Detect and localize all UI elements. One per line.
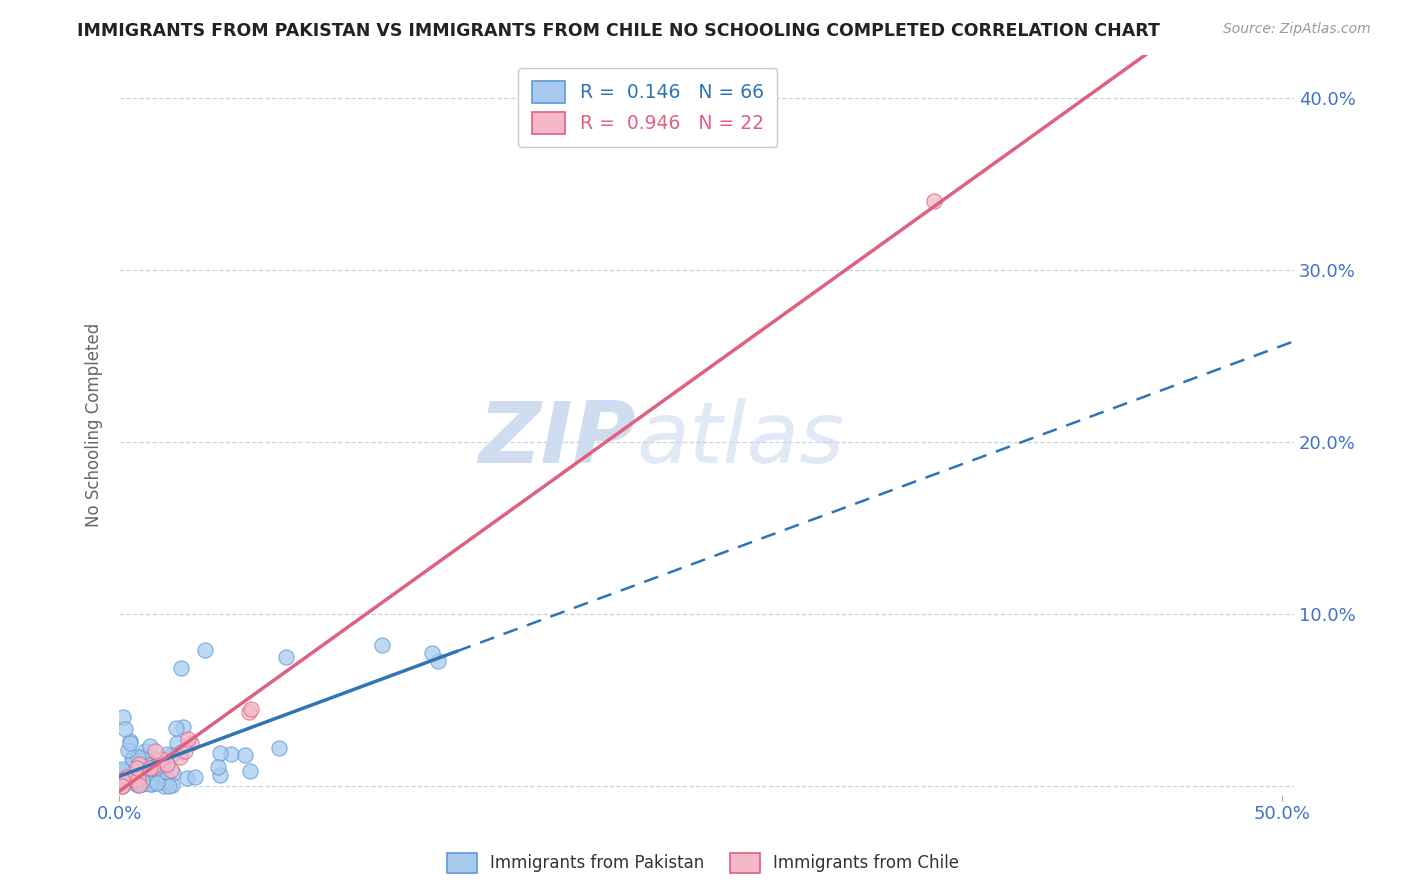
Point bbox=[184, 770, 207, 784]
Point bbox=[208, 746, 231, 760]
Point bbox=[156, 776, 179, 790]
Point bbox=[127, 778, 149, 792]
Point bbox=[138, 772, 160, 786]
Point bbox=[238, 705, 260, 719]
Point bbox=[110, 780, 132, 794]
Text: atlas: atlas bbox=[636, 399, 844, 482]
Point bbox=[143, 743, 166, 757]
Point bbox=[146, 775, 169, 789]
Point bbox=[177, 731, 200, 746]
Point bbox=[150, 757, 173, 772]
Point bbox=[111, 772, 134, 786]
Point bbox=[125, 761, 148, 775]
Point bbox=[127, 750, 149, 764]
Point bbox=[207, 760, 229, 774]
Point bbox=[117, 743, 139, 757]
Point bbox=[169, 745, 191, 759]
Point bbox=[131, 774, 153, 789]
Point bbox=[162, 766, 184, 780]
Point bbox=[111, 710, 134, 724]
Point bbox=[120, 736, 142, 750]
Point bbox=[155, 772, 177, 787]
Point bbox=[176, 771, 198, 785]
Text: ZIP: ZIP bbox=[478, 399, 636, 482]
Point bbox=[135, 766, 157, 780]
Point bbox=[170, 661, 193, 675]
Point bbox=[128, 756, 150, 771]
Text: Source: ZipAtlas.com: Source: ZipAtlas.com bbox=[1223, 22, 1371, 37]
Point bbox=[135, 757, 157, 772]
Point bbox=[118, 767, 141, 781]
Point bbox=[166, 736, 188, 750]
Point bbox=[111, 766, 134, 780]
Point bbox=[239, 764, 262, 778]
Point bbox=[194, 643, 217, 657]
Legend: R =  0.146   N = 66, R =  0.946   N = 22: R = 0.146 N = 66, R = 0.946 N = 22 bbox=[519, 68, 778, 147]
Point bbox=[156, 747, 179, 761]
Point bbox=[128, 776, 150, 790]
Point bbox=[221, 747, 243, 761]
Point bbox=[427, 654, 450, 668]
Legend: Immigrants from Pakistan, Immigrants from Chile: Immigrants from Pakistan, Immigrants fro… bbox=[440, 847, 966, 880]
Point bbox=[128, 768, 150, 782]
Point bbox=[115, 770, 138, 784]
Point bbox=[131, 777, 153, 791]
Point bbox=[134, 766, 156, 780]
Point bbox=[370, 639, 392, 653]
Point bbox=[112, 775, 135, 789]
Point bbox=[122, 775, 145, 789]
Point bbox=[422, 646, 444, 660]
Point bbox=[922, 194, 945, 209]
Point bbox=[180, 736, 202, 750]
Point bbox=[165, 721, 187, 735]
Point bbox=[110, 762, 132, 776]
Point bbox=[124, 772, 146, 787]
Point bbox=[156, 756, 179, 771]
Point bbox=[233, 748, 256, 763]
Point bbox=[169, 749, 191, 764]
Point bbox=[136, 765, 159, 780]
Point bbox=[121, 772, 143, 786]
Point bbox=[110, 764, 132, 779]
Point bbox=[142, 760, 165, 774]
Point bbox=[128, 779, 150, 793]
Point bbox=[121, 751, 143, 765]
Point bbox=[128, 772, 150, 786]
Point bbox=[131, 764, 153, 778]
Point bbox=[149, 752, 172, 766]
Point bbox=[142, 756, 165, 771]
Point bbox=[141, 776, 163, 790]
Point bbox=[173, 744, 195, 758]
Point bbox=[114, 722, 136, 736]
Point bbox=[120, 734, 142, 748]
Point bbox=[162, 778, 184, 792]
Point bbox=[110, 772, 132, 787]
Point bbox=[146, 766, 169, 780]
Point bbox=[139, 761, 162, 775]
Point bbox=[208, 768, 231, 782]
Point bbox=[240, 701, 263, 715]
Point bbox=[131, 774, 153, 789]
Point bbox=[139, 776, 162, 790]
Point bbox=[276, 650, 298, 665]
Point bbox=[160, 764, 183, 778]
Point bbox=[157, 779, 180, 793]
Point bbox=[143, 760, 166, 774]
Text: IMMIGRANTS FROM PAKISTAN VS IMMIGRANTS FROM CHILE NO SCHOOLING COMPLETED CORRELA: IMMIGRANTS FROM PAKISTAN VS IMMIGRANTS F… bbox=[77, 22, 1160, 40]
Point bbox=[121, 753, 143, 767]
Point bbox=[127, 772, 149, 786]
Point bbox=[134, 744, 156, 758]
Point bbox=[139, 739, 162, 754]
Point bbox=[160, 747, 183, 762]
Point bbox=[134, 748, 156, 763]
Y-axis label: No Schooling Completed: No Schooling Completed bbox=[86, 323, 103, 527]
Point bbox=[172, 720, 194, 734]
Point bbox=[267, 741, 290, 756]
Point bbox=[111, 780, 134, 794]
Point bbox=[153, 780, 176, 794]
